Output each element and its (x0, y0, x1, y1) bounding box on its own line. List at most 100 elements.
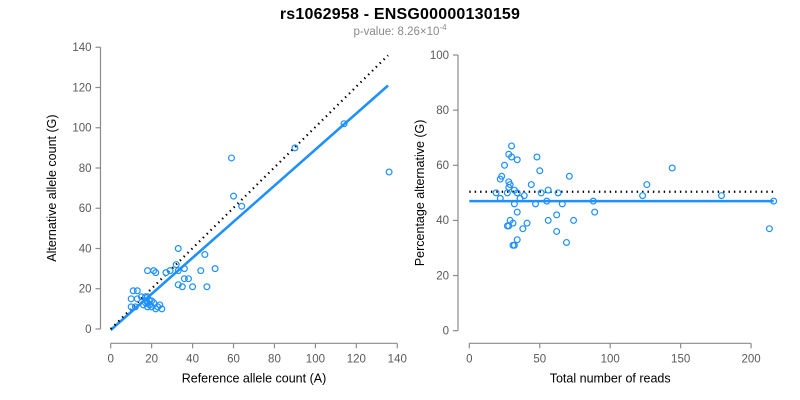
data-point (513, 208, 521, 216)
data-point (174, 267, 182, 275)
x-axis-title: Total number of reads (550, 371, 671, 385)
data-point (156, 301, 164, 309)
data-point (544, 216, 552, 224)
data-point (537, 189, 545, 197)
data-point (639, 192, 647, 200)
x-tick-label: 100 (306, 353, 325, 365)
x-tick-label: 150 (671, 353, 690, 365)
data-point (166, 267, 174, 275)
data-point (238, 202, 246, 210)
data-point (589, 197, 597, 205)
x-axis-title: Reference allele count (A) (182, 371, 327, 385)
data-point (197, 267, 205, 275)
data-point (554, 189, 562, 197)
data-point (513, 189, 521, 197)
x-tick-label: 0 (466, 353, 472, 365)
y-tick-label: 100 (430, 50, 449, 62)
data-point (189, 283, 197, 291)
y-tick-label: 0 (85, 324, 91, 336)
data-point (127, 303, 135, 311)
data-point (510, 200, 518, 208)
data-point (184, 275, 192, 283)
data-point (141, 299, 149, 307)
data-point (508, 142, 516, 150)
data-point (565, 172, 573, 180)
y-tick-label: 100 (72, 123, 91, 135)
y-tick-label: 40 (436, 215, 449, 227)
data-point (770, 197, 778, 205)
data-point (591, 208, 599, 216)
x-tick-label: 40 (186, 353, 199, 365)
data-point (146, 297, 154, 305)
data-point (501, 161, 509, 169)
x-tick-label: 50 (533, 353, 546, 365)
data-point (144, 303, 152, 311)
right-scatter-plot: 0 20 40 60 80 100 0 50 100 150 200 Total number of … (413, 50, 778, 385)
data-point (520, 192, 528, 200)
data-point (150, 267, 158, 275)
data-point (643, 181, 651, 189)
data-point (527, 181, 535, 189)
data-point (505, 222, 513, 230)
data-point (291, 144, 299, 152)
data-point (536, 167, 544, 175)
data-point (503, 189, 511, 197)
data-point (718, 192, 726, 200)
data-point (230, 192, 238, 200)
figure-subtitle: p-value: 8.26×10-4 (0, 23, 800, 38)
data-point (570, 216, 578, 224)
data-point (172, 261, 180, 269)
data-point (532, 200, 540, 208)
figure-title: rs1062958 - ENSG00000130159 (279, 6, 521, 23)
x-tick-label: 100 (601, 353, 620, 365)
y-tick-label: 140 (72, 42, 91, 54)
pvalue-text: p-value: 8.26×10 (353, 26, 440, 38)
data-point (150, 299, 158, 307)
data-point (203, 283, 211, 291)
data-point (553, 211, 561, 219)
identity-line (109, 54, 389, 330)
data-point (152, 269, 160, 277)
data-point (127, 295, 135, 303)
data-point (513, 156, 521, 164)
data-point (211, 265, 219, 273)
data-point (133, 287, 141, 295)
data-point (533, 153, 541, 161)
y-tick-label: 40 (79, 243, 92, 255)
data-point (544, 186, 552, 194)
data-point (523, 219, 531, 227)
data-point (158, 305, 166, 313)
y-tick-label: 80 (79, 163, 92, 175)
x-tick-label: 60 (227, 353, 240, 365)
data-point (227, 154, 235, 162)
data-point (174, 245, 182, 253)
y-axis-title: Alternative allele count (G) (45, 114, 59, 261)
y-axis-title: Percentage alternative (G) (413, 120, 427, 267)
data-point (154, 303, 162, 311)
pvalue-exponent: -4 (439, 23, 447, 33)
x-tick-label: 140 (388, 353, 407, 365)
data-point (519, 225, 527, 233)
data-point (178, 283, 186, 291)
y-tick-label: 20 (436, 270, 449, 282)
y-tick-label: 20 (79, 284, 92, 296)
data-point (180, 265, 188, 273)
x-tick-label: 120 (347, 353, 366, 365)
data-point (558, 200, 566, 208)
data-point (340, 120, 348, 128)
data-point (385, 168, 393, 176)
y-tick-label: 120 (72, 82, 91, 94)
data-point (513, 236, 521, 244)
data-point (496, 194, 504, 202)
data-point (131, 303, 139, 311)
y-tick-label: 60 (436, 160, 449, 172)
data-point (201, 251, 209, 259)
left-scatter-plot: 0 20 40 60 80 100 120 140 0 20 40 60 80 100 120 140 Refe… (45, 42, 407, 385)
x-tick-label: 200 (742, 353, 761, 365)
data-point (148, 297, 156, 305)
data-point (508, 153, 516, 161)
data-point (543, 197, 551, 205)
data-point (129, 287, 137, 295)
